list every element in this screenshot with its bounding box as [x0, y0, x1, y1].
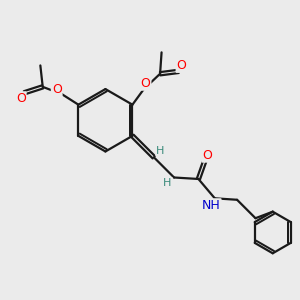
Text: O: O	[141, 77, 151, 90]
Text: O: O	[202, 149, 212, 162]
Text: O: O	[16, 92, 26, 105]
Text: H: H	[163, 178, 172, 188]
Text: H: H	[156, 146, 165, 156]
Text: NH: NH	[202, 199, 220, 212]
Text: O: O	[176, 59, 186, 72]
Text: O: O	[52, 83, 62, 96]
